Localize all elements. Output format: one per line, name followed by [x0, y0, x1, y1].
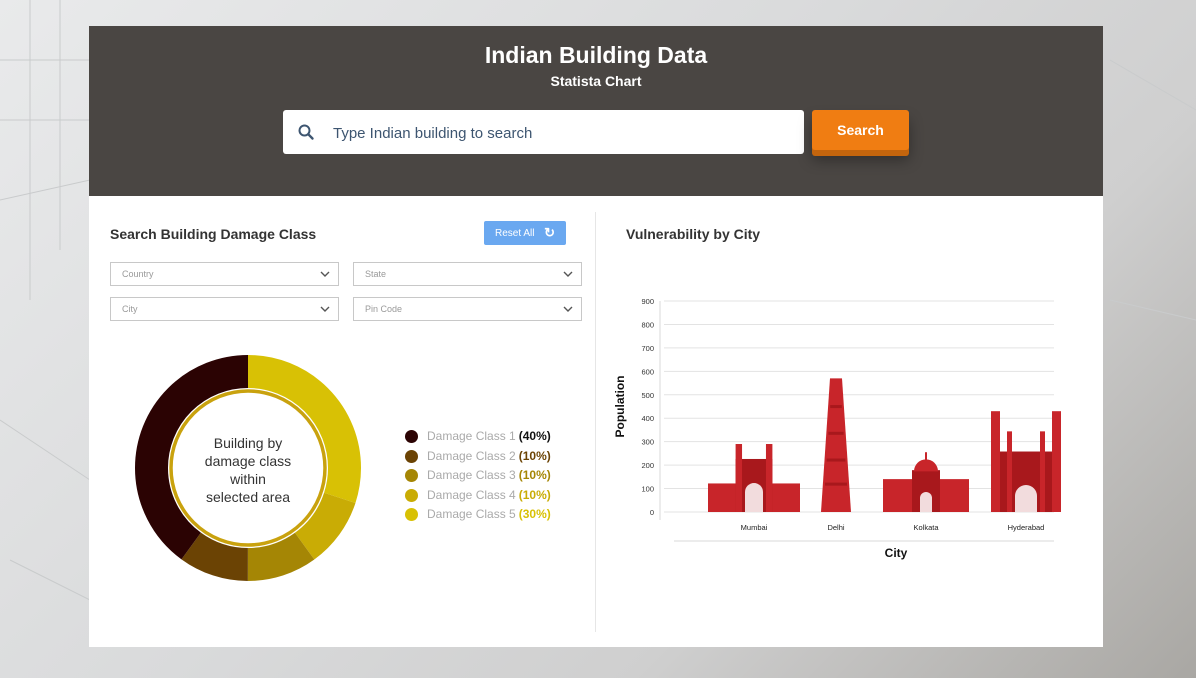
y-tick-label: 400 — [641, 414, 654, 423]
search-input[interactable] — [331, 110, 795, 156]
legend-dot — [405, 488, 418, 502]
bar-kolkata — [883, 452, 969, 512]
bar-tower — [821, 378, 851, 512]
y-tick-label: 800 — [641, 320, 654, 329]
header-banner: Indian Building Data Statista Chart Sear… — [89, 26, 1103, 196]
donut-hole — [168, 388, 328, 548]
x-tick-label: Kolkata — [913, 523, 939, 532]
country-select-label: Country — [122, 269, 154, 279]
bar-minaret — [991, 411, 1000, 512]
y-axis-title: Population — [613, 376, 627, 438]
legend-percent: (30%) — [518, 507, 551, 522]
reset-all-button[interactable]: Reset All ↻ — [484, 221, 566, 245]
legend-percent: (40%) — [518, 429, 551, 443]
bar-tower — [735, 444, 743, 512]
bar-minaret — [1040, 431, 1045, 512]
pin-code-select[interactable]: Pin Code — [353, 297, 582, 321]
state-select[interactable]: State — [353, 262, 582, 286]
chevron-down-icon — [563, 306, 573, 312]
x-tick-label: Mumbai — [741, 523, 768, 532]
legend-label: Damage Class 5 — [427, 507, 516, 522]
y-tick-label: 100 — [641, 485, 654, 494]
panel-divider — [595, 212, 596, 632]
legend-label: Damage Class 3 — [427, 468, 516, 483]
donut-center-line: within — [230, 471, 266, 487]
bar-dome — [914, 459, 938, 472]
damage-class-title: Search Building Damage Class — [110, 226, 317, 242]
bar-band — [824, 482, 848, 486]
country-select[interactable]: Country — [110, 262, 339, 286]
donut-inner-ring — [169, 389, 327, 547]
bar-delhi — [821, 378, 851, 512]
y-tick-label: 300 — [641, 438, 654, 447]
main-card: Indian Building Data Statista Chart Sear… — [89, 26, 1103, 647]
x-tick-label: Hyderabad — [1008, 523, 1045, 532]
legend-dot — [405, 469, 418, 483]
city-select-label: City — [122, 304, 138, 314]
page-title: Indian Building Data — [484, 42, 708, 68]
bar-arch — [1015, 485, 1037, 512]
search-box[interactable] — [283, 110, 804, 156]
vulnerability-title: Vulnerability by City — [626, 226, 761, 242]
donut-center-line: Building by — [213, 435, 283, 451]
y-tick-label: 700 — [641, 344, 654, 353]
bar-minaret — [1052, 411, 1061, 512]
legend-percent: (10%) — [518, 448, 551, 463]
legend-percent: (10%) — [518, 468, 551, 483]
search-button[interactable]: Search — [812, 110, 909, 150]
chevron-down-icon — [320, 271, 330, 277]
legend-label: Damage Class 4 — [427, 487, 516, 502]
bar-band — [830, 405, 842, 409]
legend-dot — [405, 508, 418, 522]
bar-arch — [745, 483, 763, 512]
bar-arch — [920, 492, 932, 512]
donut-segment — [135, 355, 361, 581]
donut-segment — [135, 355, 361, 581]
x-tick-label: Delhi — [827, 523, 844, 532]
legend-label: Damage Class 2 — [427, 448, 516, 463]
page-subtitle: Statista Chart — [550, 73, 642, 89]
legend-label: Damage Class 1 — [427, 429, 516, 443]
legend-dot — [405, 449, 418, 463]
reset-all-label: Reset All — [495, 227, 535, 239]
damage-class-donut — [135, 355, 361, 581]
bar-band — [826, 458, 846, 462]
bar-band — [828, 431, 844, 435]
legend-dot — [405, 430, 418, 443]
donut-center-line: damage class — [204, 453, 292, 469]
donut-center-text: Building by damage class within selected… — [185, 434, 311, 506]
chevron-down-icon — [320, 306, 330, 312]
state-select-label: State — [365, 269, 387, 279]
donut-center-line: selected area — [205, 489, 291, 505]
refresh-icon: ↻ — [544, 225, 555, 240]
legend-percent: (10%) — [518, 487, 551, 502]
y-tick-label: 200 — [641, 461, 654, 470]
bar-minaret — [1007, 431, 1012, 512]
bar-hyderabad — [991, 411, 1061, 512]
y-tick-label: 0 — [650, 508, 654, 517]
pin-code-select-label: Pin Code — [365, 304, 403, 314]
bar-mumbai — [708, 444, 800, 512]
y-tick-label: 600 — [641, 367, 654, 376]
y-tick-label: 500 — [641, 391, 654, 400]
chevron-down-icon — [563, 271, 573, 277]
bar-tower — [765, 444, 773, 512]
vulnerability-chart: 0 100 200 300 400 500 600 700 800 900 Population Ci… — [613, 297, 1061, 560]
y-tick-label: 900 — [641, 297, 654, 306]
x-axis-title: City — [885, 546, 908, 560]
bar-spire — [925, 452, 927, 465]
city-select[interactable]: City — [110, 297, 339, 321]
search-icon — [298, 124, 314, 140]
